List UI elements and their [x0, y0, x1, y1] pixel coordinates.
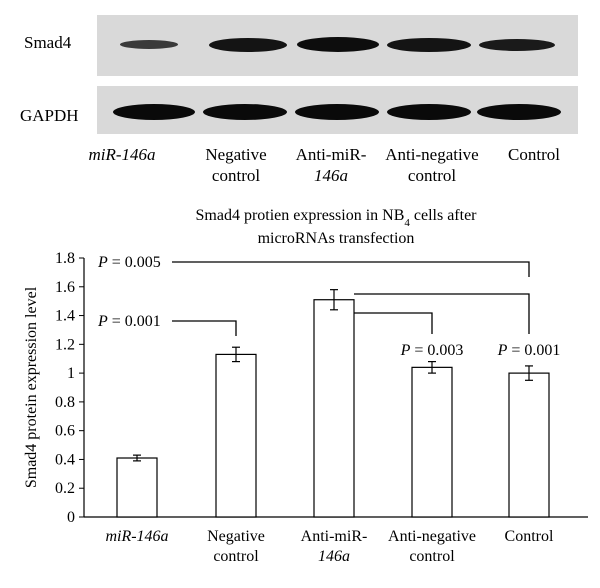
band-smad4-lane2: [209, 38, 287, 52]
lane-label-line1: Anti-negative: [385, 145, 479, 164]
blot-lane-label-1: miR-146a: [82, 144, 162, 165]
significance-bracket: [172, 261, 530, 277]
band-gapdh-lane5: [477, 104, 561, 120]
bar: [508, 372, 550, 518]
bar: [116, 457, 158, 518]
band-gapdh-lane1: [113, 104, 195, 120]
lane-label-line1: miR-146a: [88, 145, 156, 164]
x-tick-label-line2: control: [213, 548, 259, 565]
bar: [411, 366, 453, 518]
lane-label-line2: 146a: [314, 166, 348, 185]
band-smad4-lane1: [120, 40, 178, 49]
significance-bracket: [172, 320, 237, 336]
chart-title-line2: microRNAs transfection: [258, 230, 415, 247]
p-symbol: P: [497, 342, 508, 359]
blot-strip-smad4: [97, 15, 578, 76]
y-tick-label: 1.8: [55, 250, 75, 267]
y-tick-label: 0: [67, 509, 75, 526]
bar: [313, 299, 355, 518]
blot-lane-label-3: Anti-miR- 146a: [290, 144, 372, 186]
y-tick-label: 0.8: [55, 394, 75, 411]
band-smad4-lane4: [387, 38, 471, 52]
blot-lane-label-4: Anti-negative control: [372, 144, 492, 186]
significance-bracket: [354, 312, 433, 334]
lane-label-line2: control: [211, 166, 261, 185]
significance-label: P = 0.001: [497, 342, 561, 359]
lane-label-line1: Control: [508, 145, 560, 164]
y-tick-label: 1: [67, 365, 75, 382]
x-tick-label-line1: miR-146a: [105, 528, 168, 545]
y-tick-label: 1.6: [55, 279, 75, 296]
lane-label-line2: control: [407, 166, 457, 185]
blot-strip-gapdh: [97, 86, 578, 134]
y-tick-label: 1.4: [55, 308, 75, 325]
x-tick-label-line1: Negative: [207, 528, 265, 545]
significance-bracket: [354, 293, 530, 334]
lane-label-line1: Negative: [205, 145, 267, 164]
western-blot-panel: Smad4 GAPDH miR-146a Negative control An…: [0, 0, 600, 190]
band-gapdh-lane4: [387, 104, 471, 120]
blot-lane-label-5: Control: [494, 144, 574, 165]
chart-title-line1: Smad4 protien expression in NB4 cells af…: [196, 207, 478, 229]
p-symbol: P: [97, 254, 108, 271]
x-tick-label-line2: control: [409, 548, 455, 565]
band-smad4-lane3: [297, 37, 379, 52]
x-tick-label-line1: Anti-miR-: [301, 528, 368, 545]
p-symbol: P: [97, 313, 108, 330]
blot-lane-label-2: Negative control: [186, 144, 286, 186]
significance-label: P = 0.001: [97, 313, 161, 330]
y-tick-label: 0.6: [55, 423, 75, 440]
blot-label-gapdh: GAPDH: [20, 106, 79, 125]
blot-label-smad4: Smad4: [24, 33, 72, 52]
x-tick-label-line1: Control: [505, 528, 554, 545]
significance-label: P = 0.003: [400, 342, 464, 359]
y-tick-label: 0.2: [55, 480, 75, 497]
significance-label: P = 0.005: [97, 254, 161, 271]
lane-label-line1: Anti-miR-: [295, 145, 367, 164]
x-tick-label-line1: Anti-negative: [388, 528, 476, 545]
bar: [215, 353, 257, 518]
band-gapdh-lane3: [295, 104, 379, 120]
band-gapdh-lane2: [203, 104, 287, 120]
y-tick-label: 0.4: [55, 451, 75, 468]
p-symbol: P: [400, 342, 411, 359]
band-smad4-lane5: [479, 39, 555, 51]
y-tick-label: 1.2: [55, 336, 75, 353]
chart-title-subscript: 4: [404, 217, 410, 229]
x-tick-label-line2: 146a: [318, 548, 350, 565]
y-axis-label: Smad4 protein expression level: [23, 286, 40, 488]
